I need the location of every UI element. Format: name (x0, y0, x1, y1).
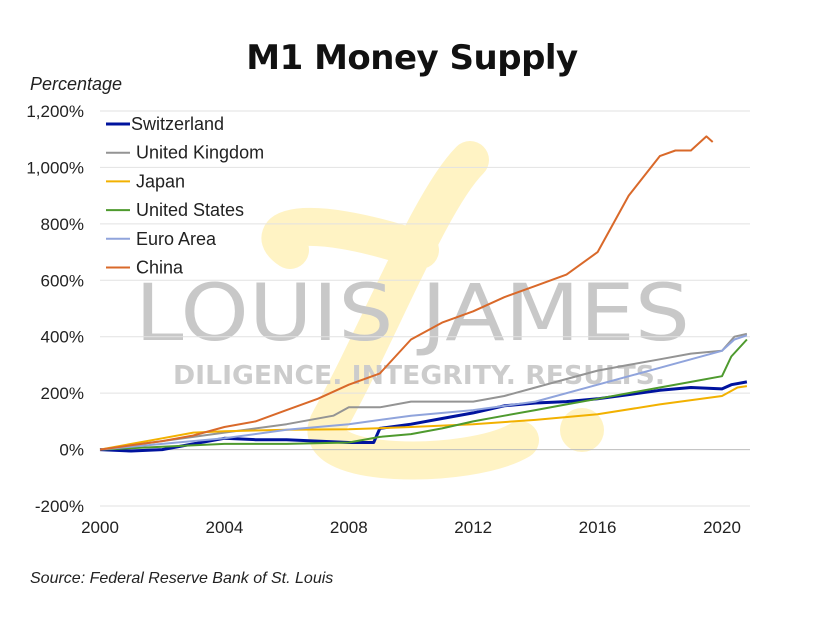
series-line-japan (99, 385, 748, 451)
x-tick-label: 2012 (454, 518, 492, 537)
series-line-united-kingdom (99, 332, 748, 451)
watermark: LOUIS JAMES DILIGENCE. INTEGRITY. RESULT… (135, 141, 690, 480)
y-tick-label: 1,200% (26, 102, 84, 121)
legend-label: Switzerland (131, 114, 224, 134)
watermark-logo-dot (560, 408, 604, 452)
legend-label: Japan (136, 171, 185, 191)
y-tick-label: 800% (41, 215, 84, 234)
y-tick-label: 0% (59, 441, 84, 460)
x-tick-label: 2004 (205, 518, 243, 537)
y-tick-label: 600% (41, 271, 84, 290)
x-tick-label: 2000 (81, 518, 119, 537)
x-tick-label: 2020 (703, 518, 741, 537)
series-line-china (99, 135, 714, 451)
watermark-logo-l (261, 141, 539, 480)
watermark-tagline: DILIGENCE. INTEGRITY. RESULTS. (173, 361, 665, 391)
y-tick-label: 1,000% (26, 158, 84, 177)
legend-label: Euro Area (136, 229, 217, 249)
chart-title: M1 Money Supply (246, 38, 578, 78)
series-line-euro-area (99, 334, 748, 451)
x-tick-label: 2008 (330, 518, 368, 537)
y-tick-label: 400% (41, 328, 84, 347)
legend-label: United Kingdom (136, 143, 264, 163)
y-tick-label: 200% (41, 384, 84, 403)
y-axis-label: Percentage (30, 74, 123, 94)
series-line-united-states (99, 338, 748, 451)
legend-label: United States (136, 200, 244, 220)
watermark-brand: LOUIS JAMES (135, 269, 690, 359)
x-tick-label: 2016 (579, 518, 617, 537)
source-note: Source: Federal Reserve Bank of St. Loui… (30, 570, 334, 587)
y-tick-label: -200% (35, 497, 84, 516)
legend-label: China (136, 258, 184, 278)
